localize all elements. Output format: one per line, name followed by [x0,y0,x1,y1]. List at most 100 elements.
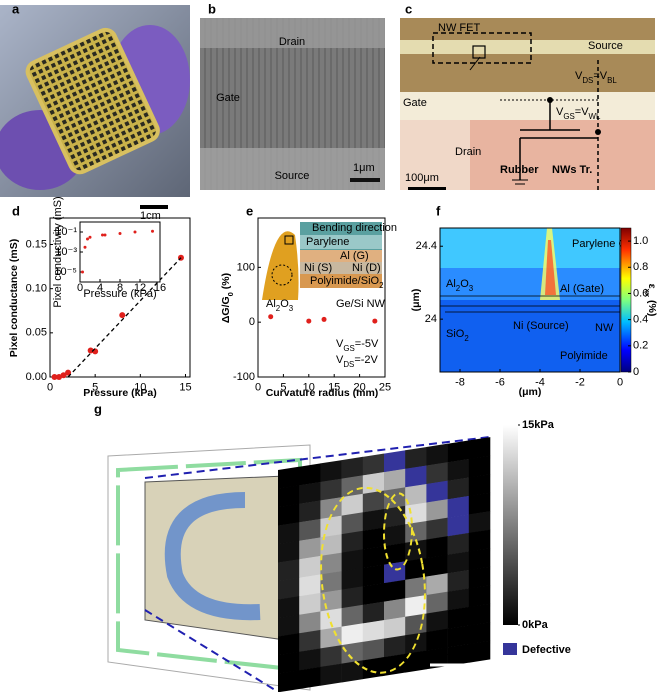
point [51,374,58,380]
heatmap-cell [468,603,491,626]
heatmap-cell [299,611,321,634]
panel-c-label: Drain [455,146,481,158]
text-part: (%) [646,297,658,316]
heatmap-cell [278,522,300,545]
heatmap-cell [362,657,385,680]
x-tick-label: 10 [134,381,146,393]
text-part: GS [343,344,354,353]
heatmap-cell [320,497,342,520]
heatmap-cell [468,640,491,663]
text-part: GS [563,112,574,121]
heatmap-cell [405,650,427,673]
panel-c-label: NWs Tr. [552,164,592,176]
point [321,316,327,322]
heatmap-cell [341,623,364,646]
plot-frame [79,221,161,283]
heatmap-cell [299,481,321,505]
legend-swatch [503,643,517,655]
y-tick-label: 10⁻⁵ [54,266,77,278]
heatmap-cell [362,583,385,606]
strain-field [440,228,620,372]
field-label: Polyimide [560,350,608,362]
heatmap-cell [426,591,448,614]
field-label: Al (Gate) [560,283,604,295]
heatmap-cell [320,608,342,631]
x-tick-label: 15 [328,381,340,393]
y-tick-label: 0.15 [26,238,47,250]
heatmap-cell [278,596,300,619]
heatmap-cell [447,551,470,574]
heatmap-cell [362,527,385,550]
y-tick-label: 100 [237,261,255,273]
field-label: NW [595,322,614,334]
heatmap-cell [362,453,385,476]
x-tick-label: 5 [280,381,286,393]
heatmap-cell [447,606,470,630]
label: Gate [216,92,240,104]
inset-label: Ni (S) [304,262,332,274]
y-tick-label: 0.00 [26,371,47,383]
heatmap-cell [299,629,321,653]
heatmap-cell [468,566,491,589]
heatmap-cell [468,511,491,534]
x-tick-label: 4 [97,282,103,294]
y-tick-label: 0.10 [26,283,47,295]
text-part: BL [607,76,617,85]
y-tick-label: 24.4 [416,240,437,252]
heatmap-cell [299,648,321,671]
plot-frame [49,217,191,378]
heatmap-cell [341,660,364,683]
heatmap-cell [278,614,300,637]
heatmap-cell [426,480,448,503]
text-part: =-2V [354,354,378,366]
x-axis-label: (μm) [519,386,542,398]
text-part: ε [646,284,658,289]
plot-frame [257,217,386,378]
heatmap-cell [341,604,364,627]
heatmap-cell [278,651,300,674]
label: Source [275,170,310,182]
text-part: V [336,338,344,350]
heatmap-cell [384,524,406,547]
heatmap-cell [447,569,470,593]
text-part: ΔG/G [220,296,232,323]
point [268,314,274,320]
text-part: 2 [456,284,460,293]
x-tick-label: 16 [154,282,166,294]
text-part: 3 [469,284,474,293]
colorbar-label: 0.8 [633,261,648,273]
x-tick-label: 5 [92,381,98,393]
heatmap-cell [447,440,470,463]
heatmap-cell [468,548,491,571]
text-part: DS [582,76,593,85]
field-label: Al2O3 [446,278,474,293]
heatmap-cell [468,492,491,515]
heatmap-cell [278,503,300,526]
x-axis-label: Curvature radius (mm) [266,387,379,399]
point [65,369,72,376]
x-tick-label: 8 [117,282,123,294]
heatmap-cell [341,549,364,572]
heatmap-cell [405,594,427,618]
point [151,229,154,233]
text-part: V [336,354,344,366]
heatmap-cell [468,474,491,497]
heatmap-cell [320,460,342,483]
heatmap-cell [362,601,385,624]
heatmap-cell [384,635,406,658]
y-tick-label: 10⁻³ [55,246,77,258]
heatmap-cell [362,638,385,661]
heatmap-cell [384,542,406,565]
panel-c-label: 100μm [405,172,439,184]
heatmap-cell [447,495,470,519]
panel-c-label: VDS=VBL [575,70,617,85]
colorbar-label: 0.4 [633,314,648,326]
colorbar-label: 0 [633,366,639,378]
panel-c-label: NW FET [438,22,480,34]
y-axis-label: Pixel conductance (mS) [8,239,20,357]
text-part: Al [266,298,276,310]
heatmap-cell [447,514,470,537]
text-part: (%) [220,273,232,292]
x-tick-label: -8 [455,376,465,388]
optical-c [400,18,655,190]
